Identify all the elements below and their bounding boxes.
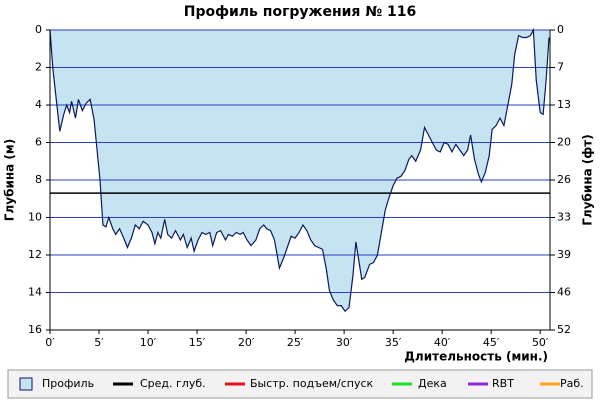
profile-line bbox=[49, 27, 550, 313]
y2-tick-label: 26 bbox=[557, 173, 571, 186]
y-tick-label: 16 bbox=[28, 323, 42, 336]
y-tick-label: 10 bbox=[28, 211, 42, 224]
legend-swatch bbox=[19, 377, 33, 391]
x-axis-label: Длительность (мин.) bbox=[404, 350, 548, 364]
y2-axis-label: Глубина (фт) bbox=[581, 134, 595, 225]
y2-tick-label: 33 bbox=[557, 210, 571, 223]
legend-label: RBT bbox=[492, 377, 514, 390]
y-axis-label: Глубина (м) bbox=[3, 139, 17, 221]
legend-label: Раб. bbox=[560, 377, 584, 390]
y-tick-label: 8 bbox=[35, 173, 42, 186]
y2-tick-label: 52 bbox=[557, 323, 571, 336]
x-tick-label: 5′ bbox=[94, 336, 104, 349]
y-tick-label: 0 bbox=[35, 23, 42, 36]
x-tick-label: 40′ bbox=[434, 336, 451, 349]
x-tick-label: 30′ bbox=[336, 336, 353, 349]
y-tick-label: 14 bbox=[28, 286, 42, 299]
y2-tick-label: 0 bbox=[557, 23, 564, 36]
x-tick-label: 35′ bbox=[385, 336, 402, 349]
legend-box bbox=[7, 369, 593, 399]
x-tick-label: 0′ bbox=[45, 336, 55, 349]
x-tick-label: 10′ bbox=[140, 336, 157, 349]
x-tick-label: 50′ bbox=[532, 336, 549, 349]
y2-tick-label: 13 bbox=[557, 98, 571, 111]
x-tick-label: 25′ bbox=[287, 336, 304, 349]
x-tick-label: 45′ bbox=[483, 336, 500, 349]
area-fill bbox=[50, 30, 550, 312]
y2-tick-label: 46 bbox=[557, 286, 571, 299]
y-tick-label: 4 bbox=[35, 98, 42, 111]
legend-label: Дека bbox=[418, 377, 447, 390]
y2-tick-label: 7 bbox=[557, 61, 564, 74]
y2-tick-label: 39 bbox=[557, 248, 571, 261]
legend-label: Сред. глуб. bbox=[140, 377, 206, 390]
y-tick-label: 2 bbox=[35, 61, 42, 74]
y-tick-label: 6 bbox=[35, 136, 42, 149]
chart-title: Профиль погружения № 116 bbox=[184, 4, 417, 20]
legend-label: Профиль bbox=[42, 377, 94, 390]
x-tick-label: 20′ bbox=[238, 336, 255, 349]
y2-tick-label: 20 bbox=[557, 136, 571, 149]
legend-label: Быстр. подъем/спуск bbox=[250, 377, 374, 390]
x-tick-label: 15′ bbox=[189, 336, 206, 349]
y-tick-label: 12 bbox=[28, 248, 42, 261]
